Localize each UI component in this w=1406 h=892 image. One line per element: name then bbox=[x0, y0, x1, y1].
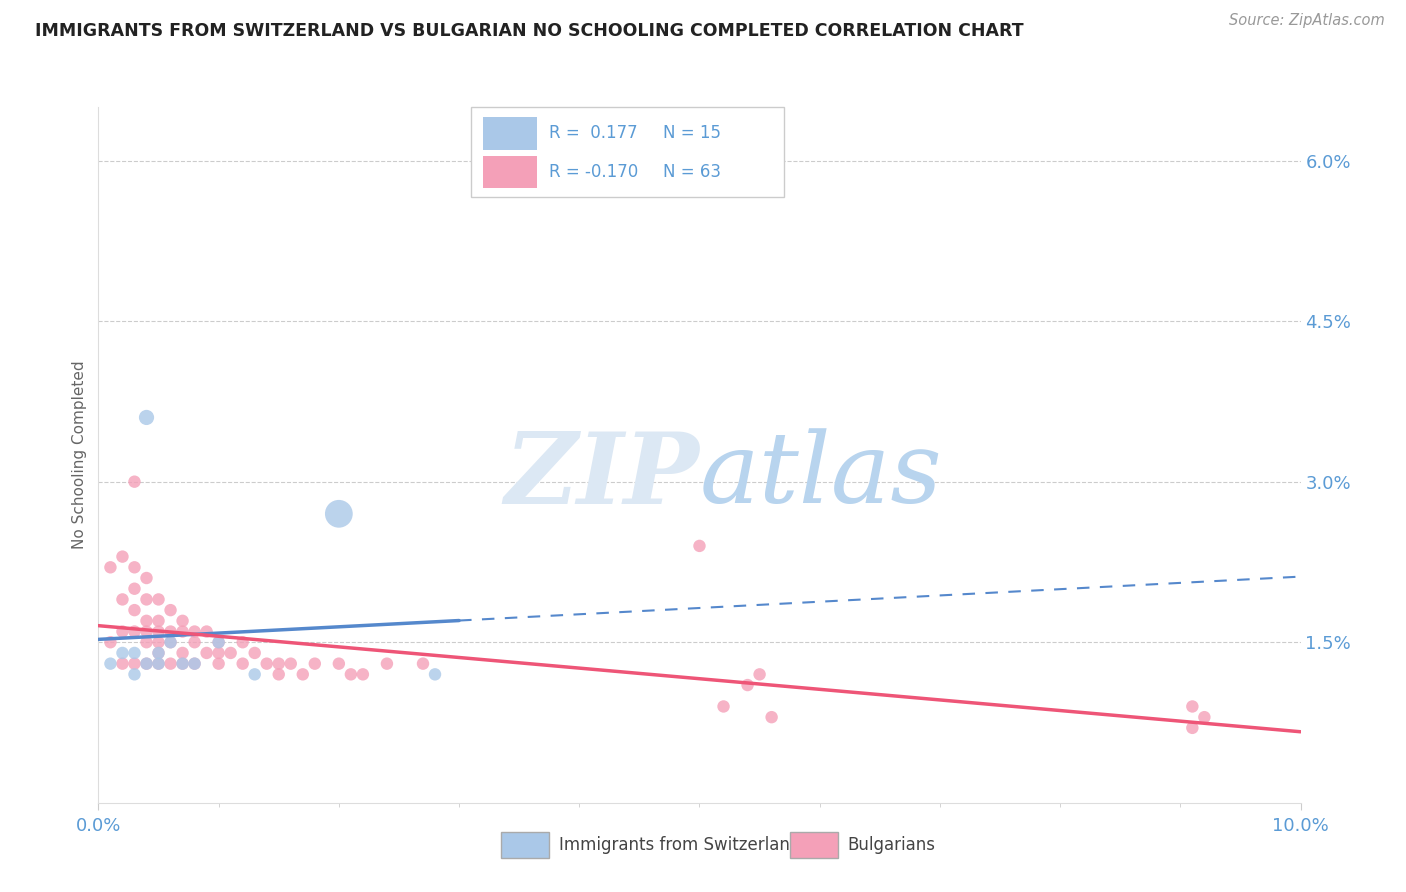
Point bbox=[689, 539, 711, 553]
Point bbox=[183, 635, 205, 649]
Point bbox=[124, 657, 146, 671]
Point bbox=[135, 410, 157, 425]
Point bbox=[135, 571, 157, 585]
Point bbox=[124, 646, 146, 660]
FancyBboxPatch shape bbox=[484, 156, 537, 188]
Point bbox=[748, 667, 770, 681]
Text: Bulgarians: Bulgarians bbox=[848, 836, 935, 855]
Point bbox=[412, 657, 434, 671]
Text: ZIP: ZIP bbox=[505, 427, 700, 524]
Point bbox=[172, 646, 194, 660]
Point bbox=[135, 614, 157, 628]
Point bbox=[135, 592, 157, 607]
Point bbox=[208, 657, 231, 671]
Point bbox=[135, 657, 157, 671]
Point bbox=[135, 635, 157, 649]
Point bbox=[148, 646, 170, 660]
Point bbox=[219, 646, 242, 660]
Point bbox=[111, 657, 134, 671]
Point bbox=[148, 657, 170, 671]
Text: IMMIGRANTS FROM SWITZERLAND VS BULGARIAN NO SCHOOLING COMPLETED CORRELATION CHAR: IMMIGRANTS FROM SWITZERLAND VS BULGARIAN… bbox=[35, 22, 1024, 40]
Point bbox=[148, 657, 170, 671]
Point bbox=[352, 667, 374, 681]
Point bbox=[159, 635, 181, 649]
Point bbox=[208, 646, 231, 660]
Point bbox=[124, 560, 146, 574]
Y-axis label: No Schooling Completed: No Schooling Completed bbox=[72, 360, 87, 549]
Point bbox=[159, 635, 181, 649]
Point bbox=[124, 582, 146, 596]
Point bbox=[267, 657, 290, 671]
Point bbox=[232, 657, 254, 671]
Point bbox=[111, 549, 134, 564]
Point bbox=[135, 624, 157, 639]
Point bbox=[100, 657, 122, 671]
Point bbox=[148, 614, 170, 628]
Point bbox=[243, 646, 266, 660]
Point bbox=[195, 646, 218, 660]
Point bbox=[208, 635, 231, 649]
Point bbox=[328, 507, 350, 521]
Point bbox=[713, 699, 735, 714]
Point bbox=[267, 667, 290, 681]
Point bbox=[243, 667, 266, 681]
Point bbox=[100, 635, 122, 649]
Point bbox=[340, 667, 363, 681]
Point bbox=[183, 657, 205, 671]
Point bbox=[195, 624, 218, 639]
Point bbox=[111, 646, 134, 660]
FancyBboxPatch shape bbox=[471, 107, 783, 197]
Point bbox=[111, 624, 134, 639]
Text: atlas: atlas bbox=[700, 428, 942, 524]
Point bbox=[148, 646, 170, 660]
Point bbox=[183, 657, 205, 671]
Point bbox=[737, 678, 759, 692]
Text: R = -0.170: R = -0.170 bbox=[550, 162, 638, 181]
Point bbox=[183, 624, 205, 639]
Point bbox=[172, 657, 194, 671]
Point bbox=[761, 710, 783, 724]
Point bbox=[172, 657, 194, 671]
Point bbox=[304, 657, 326, 671]
Point bbox=[375, 657, 398, 671]
Text: N = 15: N = 15 bbox=[664, 125, 721, 143]
FancyBboxPatch shape bbox=[501, 832, 550, 858]
Point bbox=[159, 603, 181, 617]
Point bbox=[172, 624, 194, 639]
Text: Immigrants from Switzerland: Immigrants from Switzerland bbox=[558, 836, 800, 855]
Text: R =  0.177: R = 0.177 bbox=[550, 125, 638, 143]
Point bbox=[1181, 721, 1204, 735]
Point bbox=[100, 560, 122, 574]
Text: N = 63: N = 63 bbox=[664, 162, 721, 181]
Point bbox=[172, 614, 194, 628]
FancyBboxPatch shape bbox=[790, 832, 838, 858]
Point bbox=[148, 624, 170, 639]
Point bbox=[124, 667, 146, 681]
Point bbox=[423, 667, 446, 681]
Point bbox=[1194, 710, 1216, 724]
Point bbox=[148, 635, 170, 649]
Point bbox=[124, 624, 146, 639]
Point bbox=[208, 635, 231, 649]
Point bbox=[135, 657, 157, 671]
Point bbox=[256, 657, 278, 671]
Point bbox=[111, 592, 134, 607]
Point bbox=[291, 667, 314, 681]
Point bbox=[280, 657, 302, 671]
Point bbox=[232, 635, 254, 649]
Point bbox=[1181, 699, 1204, 714]
FancyBboxPatch shape bbox=[484, 118, 537, 150]
Point bbox=[159, 657, 181, 671]
Point bbox=[159, 624, 181, 639]
Point bbox=[328, 657, 350, 671]
Point bbox=[148, 592, 170, 607]
Point bbox=[124, 603, 146, 617]
Text: Source: ZipAtlas.com: Source: ZipAtlas.com bbox=[1229, 13, 1385, 29]
Point bbox=[124, 475, 146, 489]
